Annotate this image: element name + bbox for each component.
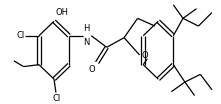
Text: Cl: Cl (53, 94, 61, 103)
Text: N: N (84, 38, 90, 47)
Text: O: O (141, 51, 148, 59)
Text: Cl: Cl (16, 31, 25, 40)
Text: OH: OH (56, 8, 69, 17)
Text: O: O (89, 65, 95, 74)
Text: H: H (84, 24, 90, 33)
